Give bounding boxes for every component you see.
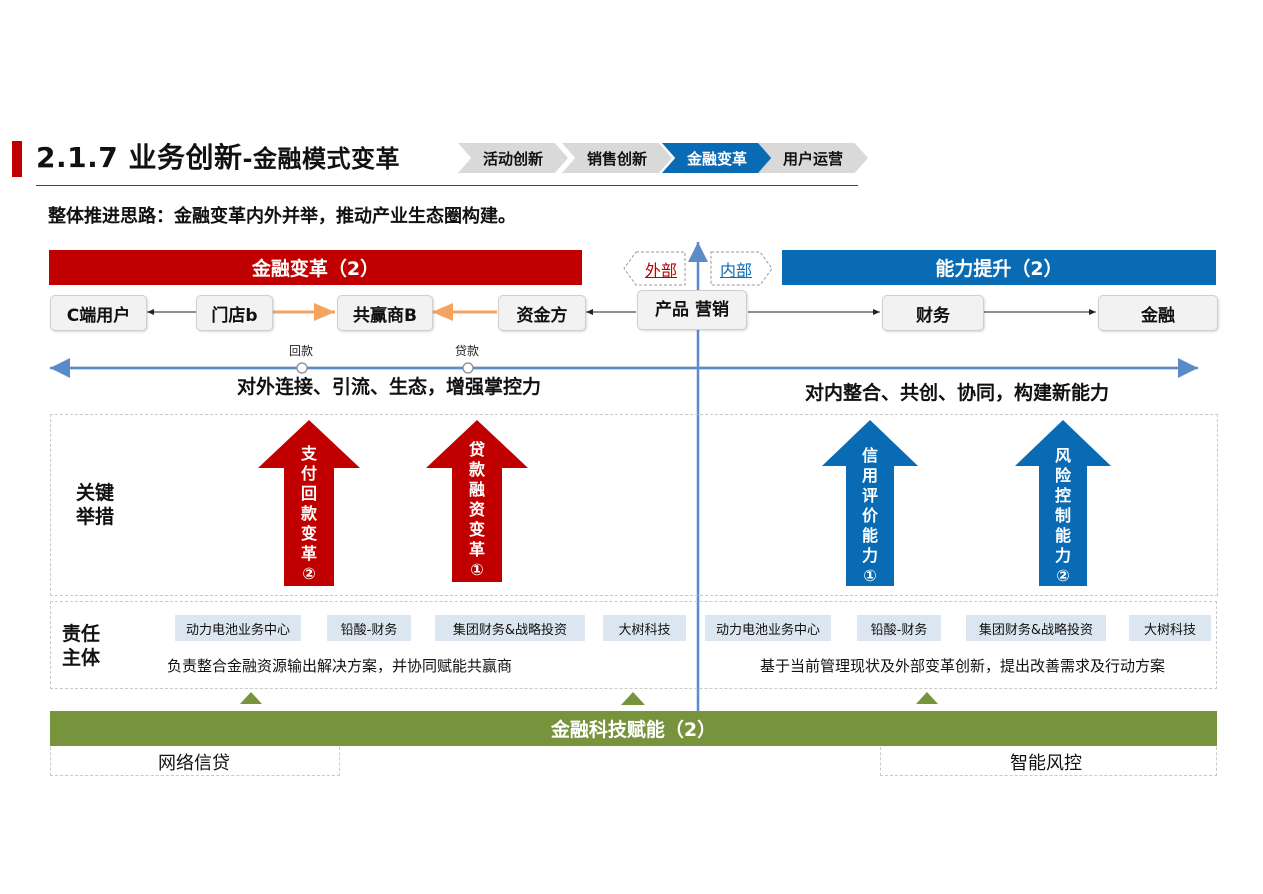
- chip-left-dashu: 大树科技: [603, 615, 686, 641]
- chip-right-dashu: 大树科技: [1129, 615, 1211, 641]
- chip-left-lead-acid: 铅酸-财务: [327, 615, 411, 641]
- page-title-main: 2.1.7 业务创新: [36, 141, 243, 174]
- green-triangle-left: [240, 692, 262, 704]
- internal-strategy-text: 对内整合、共创、协同，构建新能力: [805, 382, 1110, 404]
- step-label: 活动创新: [482, 149, 543, 168]
- page-title: 2.1.7 业务创新-金融模式变革: [36, 136, 400, 176]
- online-credit-box: [50, 747, 340, 776]
- repay-label: 回款: [289, 344, 314, 358]
- step-activity-innovation[interactable]: 活动创新: [458, 143, 568, 173]
- green-triangle-center: [621, 692, 645, 705]
- green-triangle-right: [916, 692, 938, 704]
- external-tag-label: 外部: [644, 261, 677, 280]
- node-partner: 共赢商B: [337, 295, 433, 331]
- right-responsibility-desc: 基于当前管理现状及外部变革创新，提出改善需求及行动方案: [760, 657, 1166, 675]
- key-measures-label: 关键 举措: [76, 481, 114, 529]
- chip-left-group-finance: 集团财务&战略投资: [435, 615, 585, 641]
- responsible-area: [50, 601, 1217, 689]
- node-product-marketing: 产品 营销: [637, 290, 747, 330]
- external-tag: 外部: [636, 254, 686, 284]
- step-sales-innovation[interactable]: 销售创新: [562, 143, 672, 173]
- internal-tag: 内部: [711, 254, 761, 284]
- smart-risk-label: 智能风控: [1010, 753, 1082, 774]
- chip-right-group-finance: 集团财务&战略投资: [966, 615, 1106, 641]
- node-finance: 财务: [882, 295, 984, 331]
- node-jinrong: 金融: [1098, 295, 1218, 331]
- capability-upgrade-band: 能力提升（2）: [782, 250, 1216, 285]
- chip-right-lead-acid: 铅酸-财务: [857, 615, 941, 641]
- responsible-label-line2: 主体: [62, 647, 101, 669]
- left-responsibility-desc: 负责整合金融资源输出解决方案，并协同赋能共赢商: [167, 657, 513, 675]
- loan-label: 贷款: [455, 344, 480, 358]
- page-title-sub: -金融模式变革: [242, 145, 400, 173]
- node-store: 门店b: [196, 295, 273, 331]
- key-measures-label-line2: 举措: [76, 506, 115, 528]
- smart-risk-box: [880, 747, 1217, 776]
- title-accent-bar: [12, 141, 22, 177]
- title-underline: [36, 185, 858, 186]
- node-funder: 资金方: [498, 295, 586, 331]
- step-user-operation[interactable]: 用户运营: [758, 143, 868, 173]
- step-label: 金融变革: [686, 149, 747, 168]
- chip-left-battery: 动力电池业务中心: [175, 615, 301, 641]
- fintech-empowerment-band: 金融科技赋能（2）: [50, 711, 1217, 746]
- finance-reform-band: 金融变革（2）: [49, 250, 582, 285]
- chip-right-battery: 动力电池业务中心: [705, 615, 831, 641]
- step-label: 销售创新: [586, 149, 647, 168]
- online-credit-label: 网络信贷: [158, 753, 230, 774]
- step-label: 用户运营: [782, 149, 843, 168]
- key-measures-label-line1: 关键: [76, 482, 115, 504]
- step-finance-reform[interactable]: 金融变革: [662, 143, 772, 173]
- internal-tag-label: 内部: [719, 261, 752, 280]
- external-strategy-text: 对外连接、引流、生态，增强掌控力: [237, 376, 542, 398]
- node-c-user: C端用户: [50, 295, 147, 331]
- responsible-label-line1: 责任: [62, 623, 101, 645]
- overall-approach-text: 整体推进思路：金融变革内外并举，推动产业生态圈构建。: [48, 206, 516, 227]
- responsible-label: 责任 主体: [62, 622, 100, 670]
- key-measures-area: [50, 414, 1218, 596]
